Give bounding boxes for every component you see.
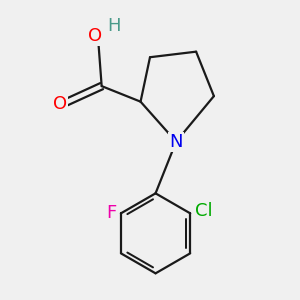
- Text: O: O: [53, 95, 67, 113]
- Text: F: F: [106, 204, 116, 222]
- Text: H: H: [107, 17, 121, 35]
- Text: N: N: [169, 133, 183, 151]
- Text: Cl: Cl: [195, 202, 213, 220]
- Text: O: O: [88, 27, 103, 45]
